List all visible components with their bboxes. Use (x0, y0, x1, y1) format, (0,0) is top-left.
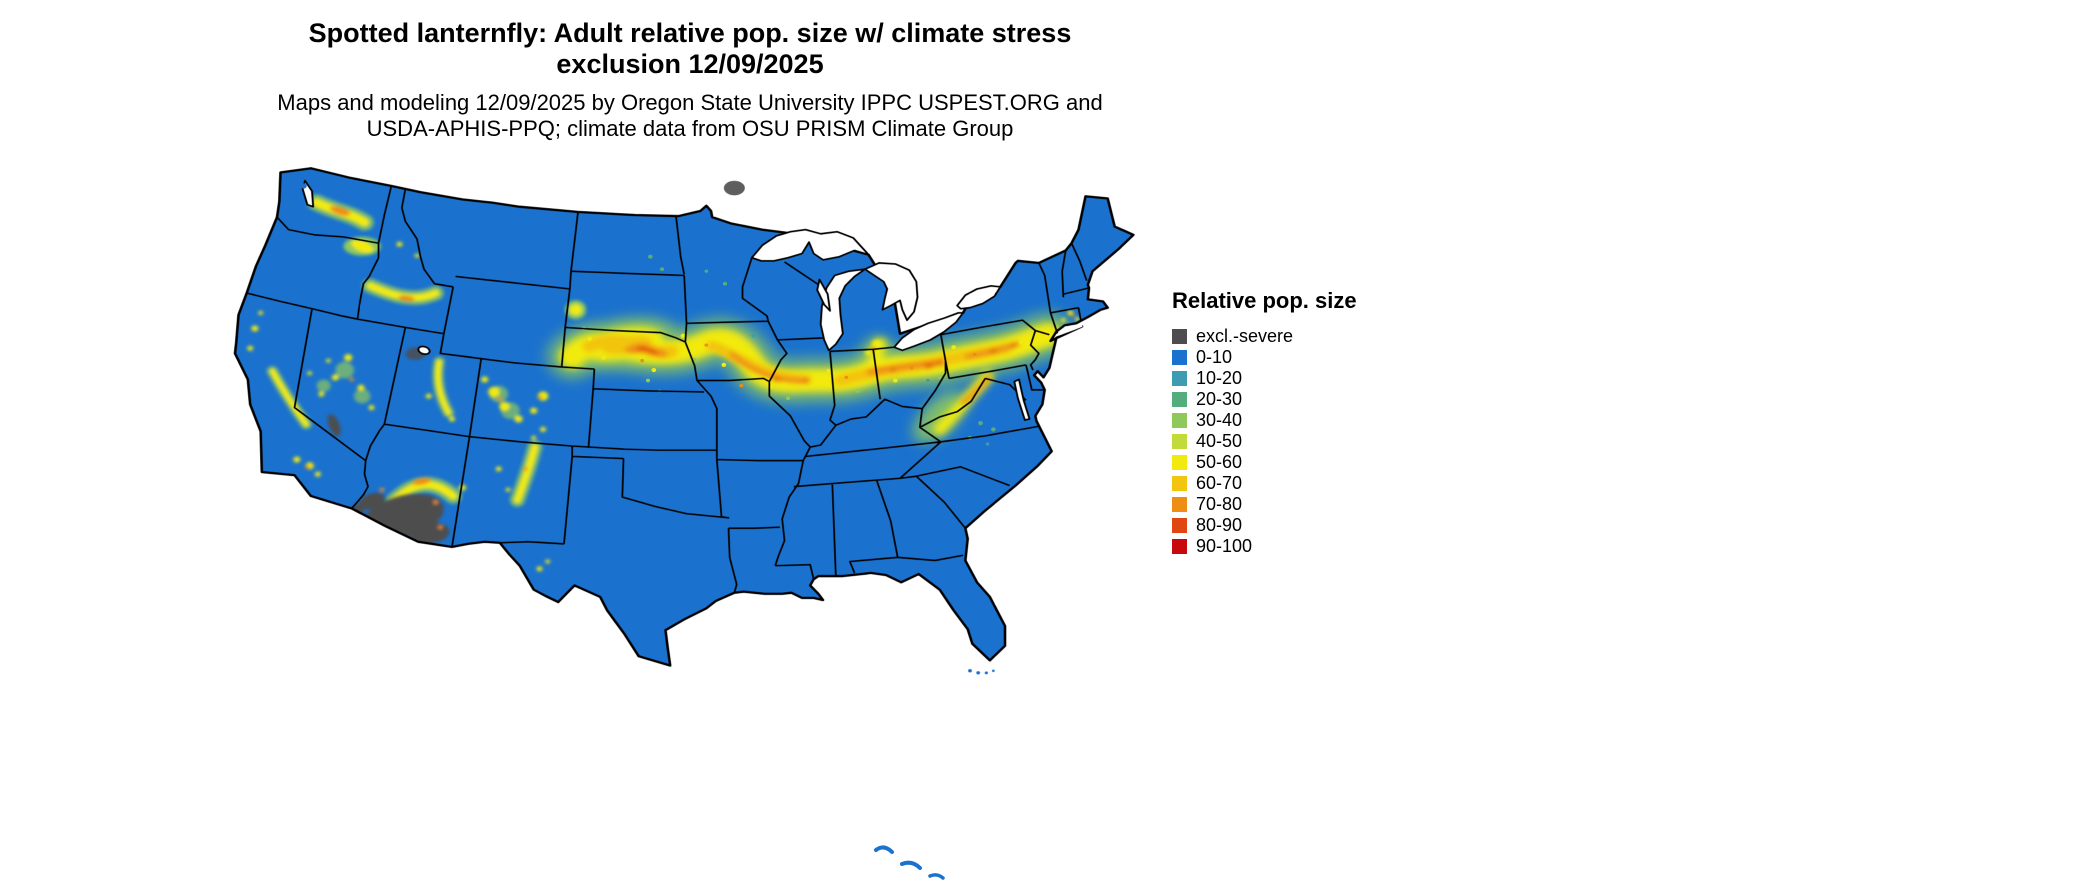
legend-swatch (1172, 413, 1187, 428)
florida-keys (976, 671, 981, 675)
legend-label: 20-30 (1196, 389, 1243, 409)
lake-ontario (956, 284, 1002, 310)
legend-label: excl.-severe (1196, 326, 1294, 346)
great-lakes (301, 179, 1083, 421)
stray-speck (928, 873, 945, 880)
chesapeake-bay (1013, 378, 1031, 421)
legend-swatch (1172, 434, 1187, 449)
lake-superior (750, 228, 870, 262)
legend-swatch (1172, 539, 1187, 554)
stray-map-specks (874, 845, 945, 880)
legend-item: 70-80 (1172, 494, 1402, 515)
legend-item: 40-50 (1172, 431, 1402, 452)
us-map (233, 167, 1135, 675)
legend-item: 10-20 (1172, 368, 1402, 389)
legend-label: 0-10 (1196, 347, 1233, 367)
san-juan-islands (292, 176, 300, 183)
lake-erie (893, 312, 964, 352)
map-legend: Relative pop. size excl.-severe 0-10 10-20… (1172, 288, 1402, 557)
san-juan-islands (300, 183, 307, 189)
legend-label: 30-40 (1196, 410, 1243, 430)
legend-swatch (1172, 476, 1187, 491)
legend-swatch (1172, 392, 1187, 407)
lake-huron (864, 262, 919, 321)
map-title: Spotted lanternfly: Adult relative pop. … (0, 18, 1380, 80)
legend-item: 60-70 (1172, 473, 1402, 494)
population-heat-layer (247, 194, 1080, 572)
legend-swatch (1172, 329, 1187, 344)
legend-item: 80-90 (1172, 515, 1402, 536)
legend-label: 80-90 (1196, 515, 1243, 535)
heat-hotspots (582, 334, 1020, 405)
legend-label: 60-70 (1196, 473, 1243, 493)
great-salt-lake (417, 345, 431, 356)
conus-outline (233, 167, 1135, 667)
long-island-sound (1056, 324, 1083, 336)
subtitle-line-2: USDA-APHIS-PPQ; climate data from OSU PR… (366, 116, 1014, 141)
legend-item: 90-100 (1172, 536, 1402, 557)
green-bay (816, 278, 831, 312)
lake-of-the-woods-blob (723, 180, 745, 196)
subtitle-line-1: Maps and modeling 12/09/2025 by Oregon S… (277, 90, 1103, 115)
map-subtitle: Maps and modeling 12/09/2025 by Oregon S… (0, 90, 1380, 142)
legend-item: 50-60 (1172, 452, 1402, 473)
legend-swatch (1172, 371, 1187, 386)
legend-item: 30-40 (1172, 410, 1402, 431)
legend-item: 0-10 (1172, 347, 1402, 368)
small-features (292, 176, 995, 675)
title-line-2: exclusion 12/09/2025 (556, 49, 824, 79)
legend-swatch (1172, 455, 1187, 470)
title-line-1: Spotted lanternfly: Adult relative pop. … (308, 18, 1072, 48)
legend-label: 50-60 (1196, 452, 1243, 472)
stray-speck (874, 845, 894, 854)
legend-title: Relative pop. size (1172, 288, 1357, 313)
legend-label: 10-20 (1196, 368, 1243, 388)
florida-keys (991, 669, 995, 673)
legend-swatch (1172, 350, 1187, 365)
legend-label: 90-100 (1196, 536, 1253, 556)
legend-items: excl.-severe 0-10 10-20 20-30 30-40 40-50 50-6… (1172, 326, 1402, 557)
state-borders (246, 185, 1090, 593)
lake-michigan (819, 268, 866, 352)
legend-swatch (1172, 497, 1187, 512)
legend-label: 70-80 (1196, 494, 1243, 514)
legend-label: 40-50 (1196, 431, 1243, 451)
legend-item: 20-30 (1172, 389, 1402, 410)
florida-keys (968, 669, 972, 673)
florida-keys (984, 671, 988, 675)
conus-land (235, 168, 1134, 666)
stray-speck (900, 860, 922, 870)
legend-item: excl.-severe (1172, 326, 1402, 347)
legend-swatch (1172, 518, 1187, 533)
